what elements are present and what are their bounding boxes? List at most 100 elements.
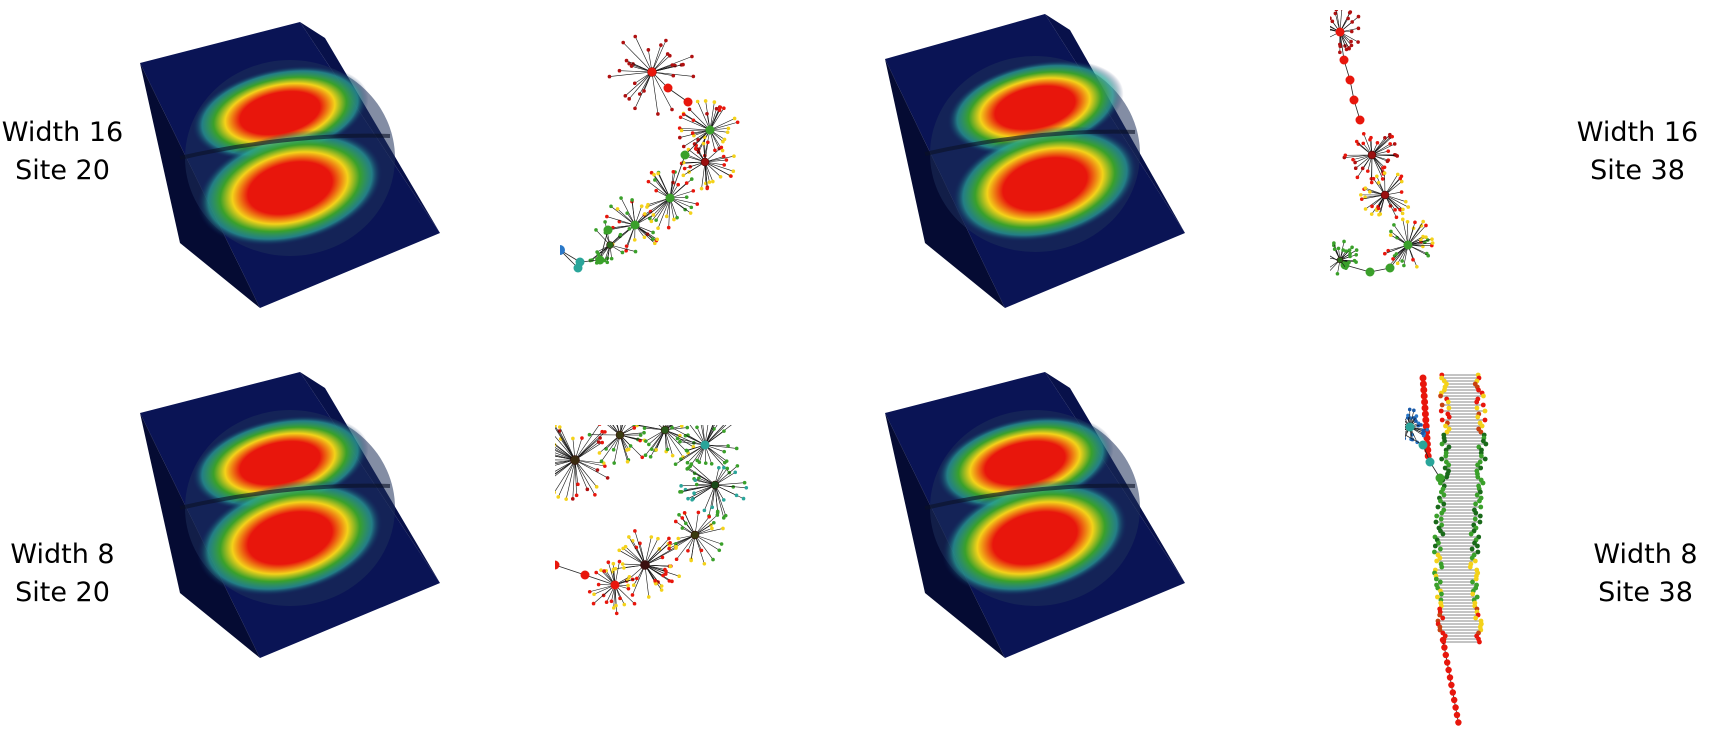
graph-node: [640, 455, 645, 460]
graph-edge: [689, 109, 711, 131]
graph-edge: [668, 534, 696, 549]
graph-edge: [634, 197, 671, 226]
graph-edge: [657, 197, 671, 229]
graph-edge: [1405, 434, 1424, 446]
graph-edge: [609, 425, 621, 436]
graph-node: [1388, 233, 1393, 237]
graph-edge: [709, 121, 738, 131]
graph-node: [1356, 26, 1361, 31]
graph-node: [1369, 180, 1374, 185]
graph-node: [633, 106, 637, 111]
graph-node: [676, 182, 680, 187]
graph-node: [1365, 169, 1370, 173]
graph-edge: [675, 444, 706, 465]
graph-node: [680, 516, 685, 520]
volume-render-width8-site38: [885, 368, 1190, 668]
graph-node: [632, 238, 637, 242]
graph-node: [1483, 441, 1489, 447]
graph-node: [1470, 579, 1475, 585]
graph-node: [1407, 407, 1412, 412]
graph-node: [633, 529, 637, 533]
graph-node: [625, 211, 629, 215]
graph-node: [633, 249, 638, 254]
graph-node: [695, 202, 700, 206]
graph-node: [1412, 408, 1416, 413]
graph-node: [649, 535, 654, 539]
graph-node: [1361, 131, 1366, 136]
graph-node: [1414, 414, 1419, 418]
graph-node: [724, 158, 729, 162]
graph-node: [664, 214, 669, 219]
graph-node: [1400, 217, 1405, 222]
graph-node: [555, 425, 557, 428]
graph-node: [1421, 428, 1425, 433]
graph-node: [692, 491, 696, 496]
graph-node: [1332, 241, 1336, 245]
graph-node: [1430, 241, 1435, 245]
graph-edge: [644, 538, 670, 566]
graph-node: [1434, 513, 1440, 519]
graph-node: [1403, 199, 1408, 204]
graph-edge: [644, 546, 677, 566]
graph-node: [653, 578, 657, 583]
graph-node: [597, 451, 602, 455]
graph-node: [1359, 193, 1363, 197]
graph-node: [673, 519, 678, 524]
graph-node: [721, 526, 725, 531]
graph-edge: [650, 429, 666, 457]
graph-node: [651, 213, 656, 217]
chain-node: [603, 225, 613, 235]
graph-edge: [601, 434, 621, 462]
graph-node: [1388, 142, 1392, 146]
graph-edge: [574, 459, 588, 490]
graph-node: [1411, 257, 1415, 262]
graph-edge: [574, 459, 608, 479]
graph-node: [725, 130, 730, 135]
graph-node: [1400, 259, 1404, 263]
graph-node: [1478, 453, 1484, 459]
graph-node: [1421, 234, 1425, 239]
graph-edge: [704, 161, 732, 177]
graph-node: [1477, 519, 1483, 525]
graph-node: [602, 569, 606, 573]
graph-node: [1440, 531, 1446, 537]
graph-node: [595, 468, 600, 472]
graph-node: [729, 174, 733, 178]
graph-node: [677, 574, 681, 578]
chain-node: [1339, 55, 1349, 65]
graph-node: [693, 478, 698, 482]
chain-node: [1421, 404, 1429, 412]
graph-node: [1348, 10, 1353, 14]
graph-node: [715, 509, 720, 514]
graph-node: [659, 588, 664, 592]
graph-node: [1436, 540, 1441, 546]
graph-node: [691, 445, 696, 449]
graph-node: [1419, 423, 1423, 427]
graph-node: [717, 548, 722, 553]
graph-node: [1480, 480, 1486, 486]
graph-node: [592, 592, 596, 597]
graph-node: [600, 440, 605, 445]
graph-node: [1426, 253, 1431, 258]
graph-node: [1419, 237, 1423, 242]
graph-node: [659, 43, 663, 47]
graph-edge: [664, 429, 694, 444]
graph-edge: [701, 161, 706, 189]
graph-edge: [622, 42, 653, 73]
graph-node: [1359, 197, 1364, 201]
graph-node: [646, 595, 651, 599]
graph-node: [1469, 555, 1475, 561]
graph-edge: [574, 459, 604, 464]
graph-node: [682, 510, 687, 515]
graph-node: [1438, 498, 1443, 504]
graph-node: [1392, 223, 1396, 227]
hub-node: [570, 455, 580, 465]
graph-node: [1475, 414, 1481, 420]
graph-node: [732, 154, 736, 158]
graph-edge: [614, 584, 635, 604]
graph-node: [732, 116, 737, 121]
chain-node: [1444, 659, 1451, 666]
graph-node: [1361, 141, 1366, 146]
graph-node: [1368, 137, 1372, 142]
graph-width16-site38: [1330, 10, 1630, 330]
